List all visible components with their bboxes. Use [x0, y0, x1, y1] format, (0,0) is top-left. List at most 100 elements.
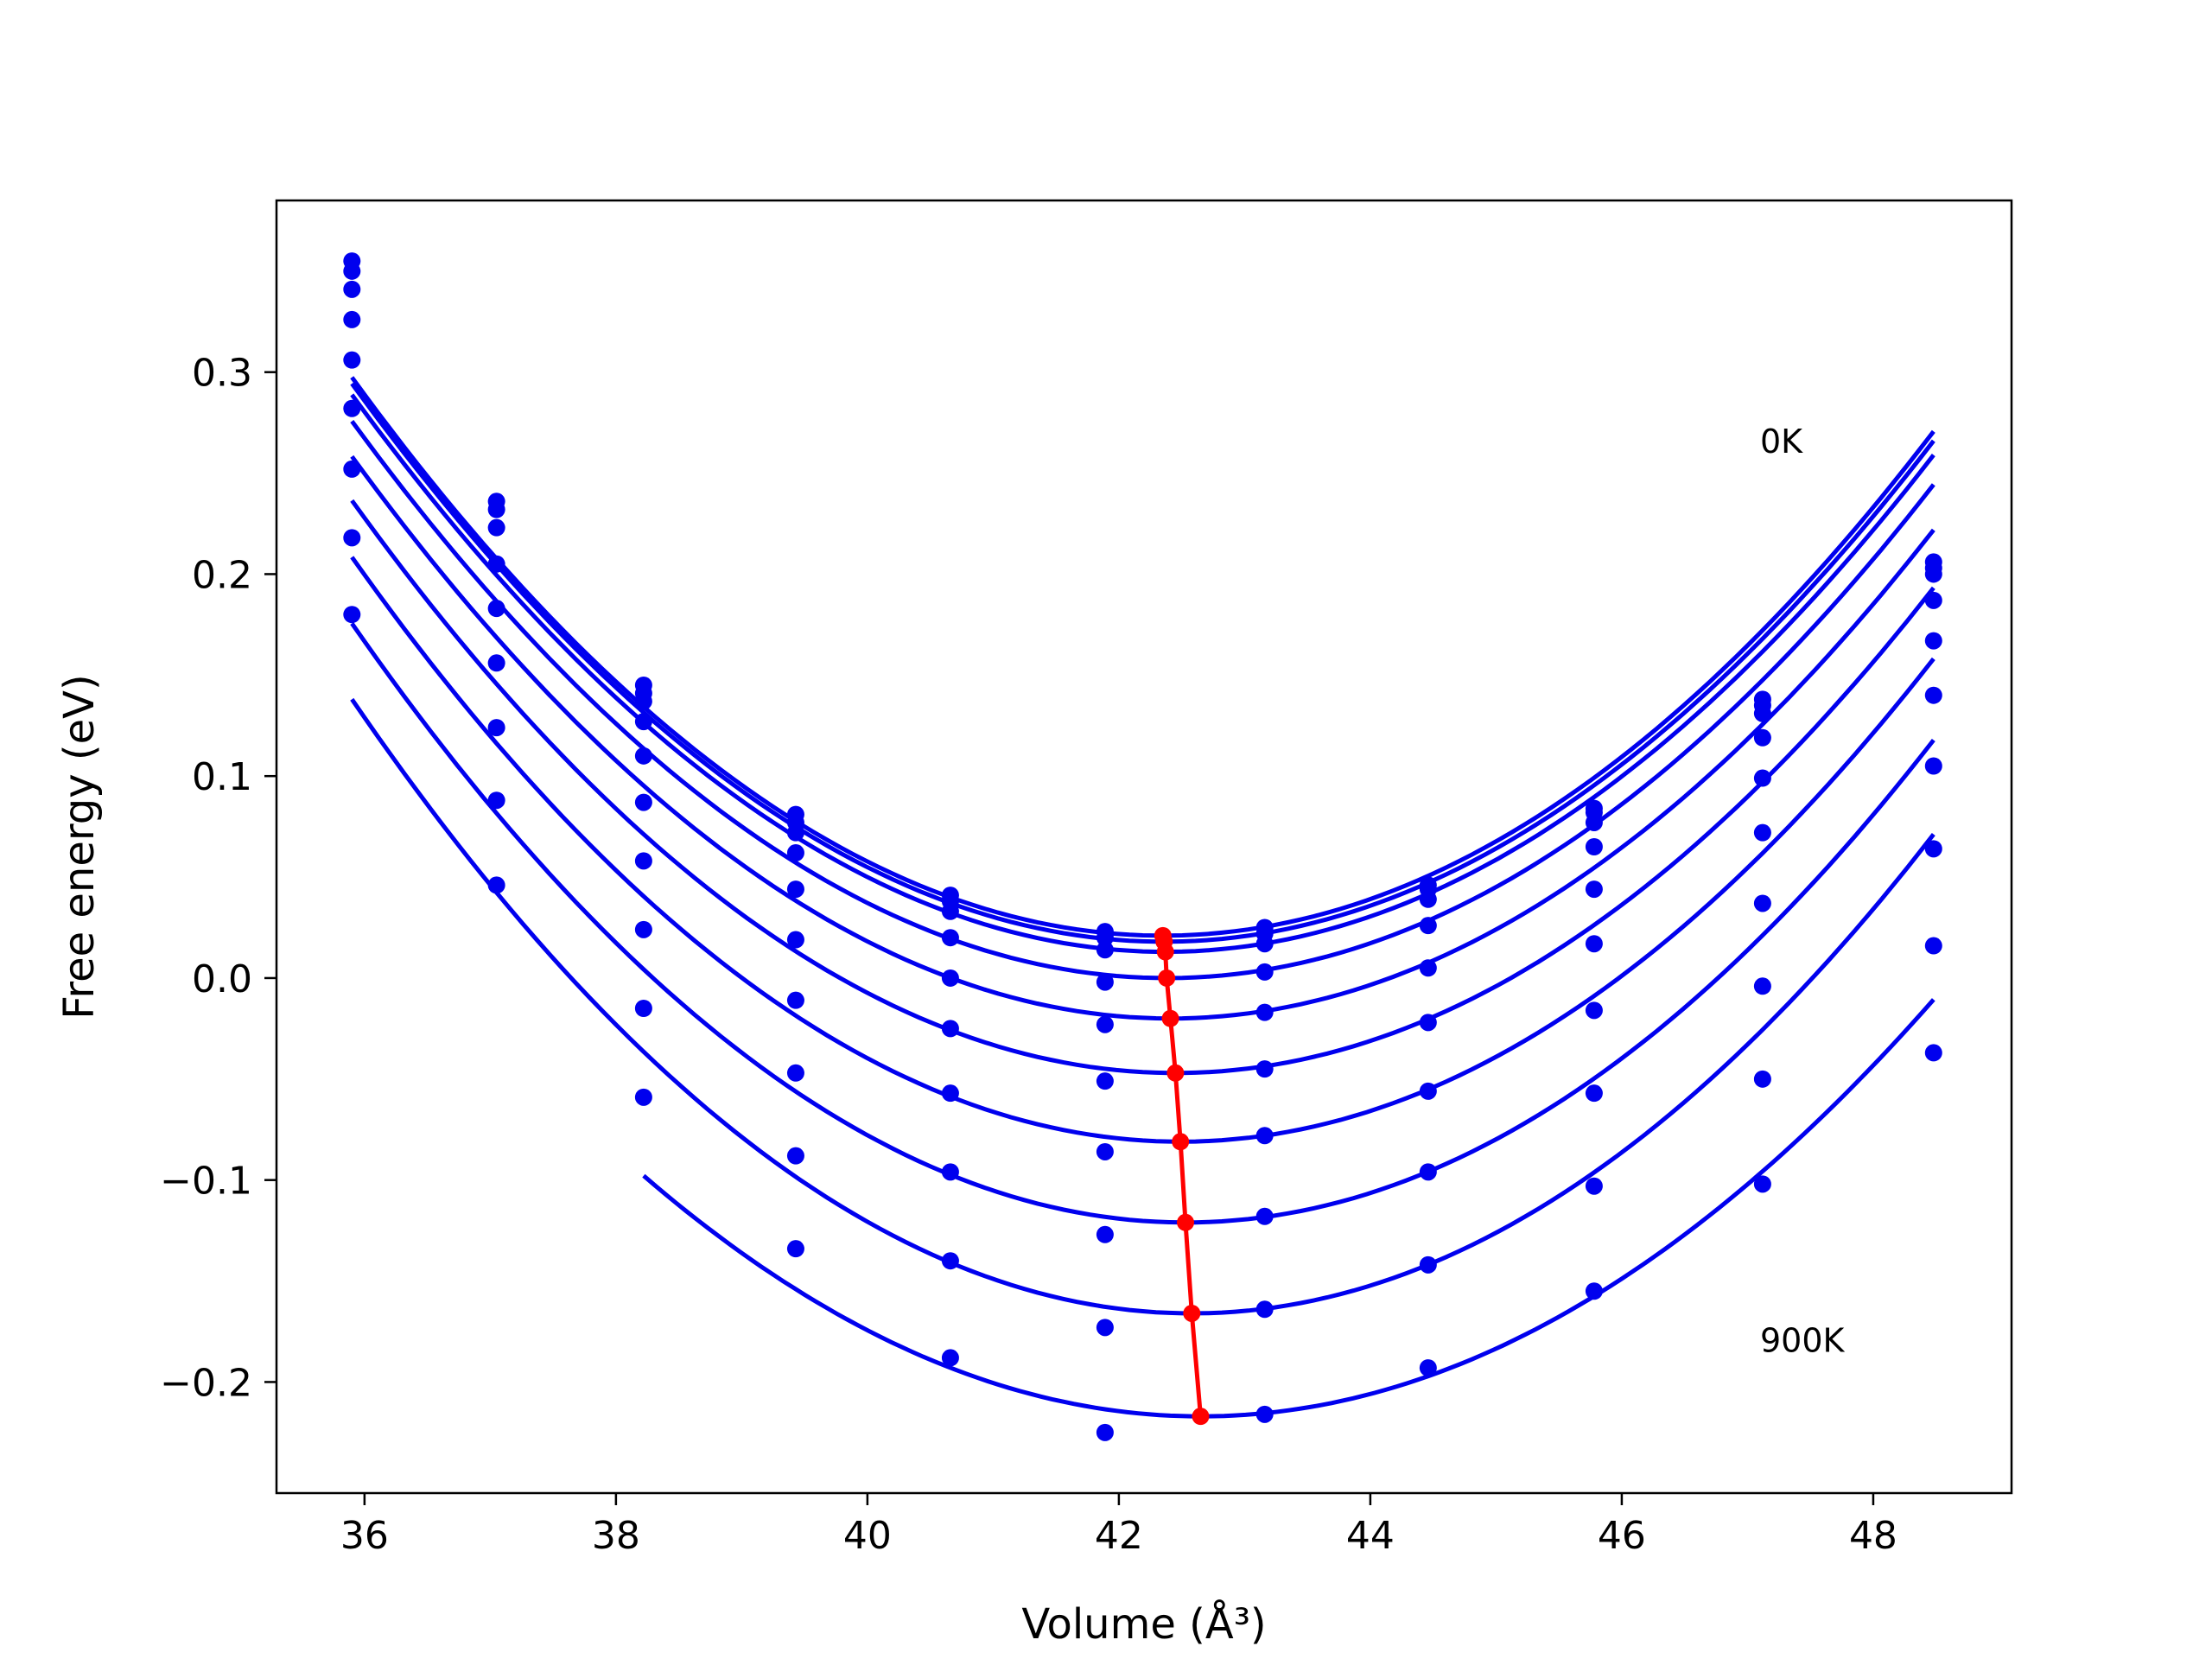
fit-curve-9 — [642, 998, 1936, 1419]
data-point-7-8 — [1585, 1084, 1603, 1103]
data-point-3-5 — [1096, 973, 1114, 991]
data-point-7-0 — [343, 529, 361, 547]
data-point-1-5 — [1096, 929, 1114, 947]
data-point-8-6 — [1255, 1300, 1274, 1319]
data-point-5-2 — [634, 793, 652, 811]
minimum-point-8 — [1183, 1304, 1201, 1322]
x-tick-label: 46 — [1598, 1514, 1646, 1558]
data-point-9-2 — [941, 1349, 959, 1367]
data-point-4-6 — [1255, 1003, 1274, 1021]
data-point-9-3 — [1096, 1423, 1114, 1441]
y-tick-label: 0.3 — [192, 352, 252, 396]
fit-curve-5 — [350, 499, 1936, 1076]
data-point-6-4 — [941, 1084, 959, 1103]
data-point-4-7 — [1419, 959, 1437, 977]
minimum-point-7 — [1177, 1213, 1195, 1231]
data-point-7-10 — [1924, 840, 1942, 858]
data-point-3-8 — [1585, 838, 1603, 855]
y-tick-label: −0.2 — [160, 1361, 252, 1405]
data-point-4-9 — [1753, 769, 1771, 787]
data-point-6-6 — [1255, 1127, 1274, 1145]
minimum-point-5 — [1166, 1064, 1185, 1082]
fit-curve-7 — [350, 622, 1936, 1225]
data-point-8-10 — [1924, 937, 1942, 955]
data-point-6-10 — [1924, 757, 1942, 775]
x-tick-label: 42 — [1095, 1514, 1143, 1558]
data-point-5-8 — [1585, 935, 1603, 953]
fit-curve-2 — [350, 393, 1936, 954]
fit-curve-3 — [350, 420, 1936, 981]
data-point-9-0 — [634, 1088, 652, 1106]
data-point-3-10 — [1924, 591, 1942, 609]
data-point-6-8 — [1585, 1001, 1603, 1020]
fit-curve-0 — [350, 376, 1936, 938]
data-point-2-1 — [487, 518, 505, 537]
data-point-2-0 — [343, 280, 361, 298]
data-point-2-4 — [941, 902, 959, 920]
y-tick-label: 0.1 — [192, 755, 252, 799]
data-point-3-3 — [786, 844, 804, 862]
data-point-2-7 — [1419, 890, 1437, 908]
data-point-2-8 — [1585, 813, 1603, 831]
data-point-3-7 — [1419, 917, 1437, 935]
data-point-5-10 — [1924, 686, 1942, 704]
data-point-6-2 — [634, 852, 652, 870]
data-point-2-3 — [786, 823, 804, 842]
fit-curve-1 — [350, 382, 1936, 944]
x-axis-label: Volume (Å³) — [1021, 1599, 1266, 1649]
minimum-point-6 — [1172, 1133, 1190, 1151]
data-point-8-9 — [1753, 1070, 1771, 1088]
data-point-7-4 — [941, 1163, 959, 1181]
data-point-8-8 — [1585, 1177, 1603, 1195]
minimum-point-3 — [1158, 969, 1176, 987]
plot-background — [276, 200, 2012, 1493]
data-point-3-6 — [1255, 963, 1274, 981]
data-point-4-10 — [1924, 632, 1942, 650]
data-point-5-1 — [487, 654, 505, 672]
data-point-8-5 — [1096, 1319, 1114, 1337]
data-point-5-7 — [1419, 1014, 1437, 1032]
data-point-8-0 — [343, 606, 361, 624]
data-point-2-9 — [1753, 704, 1771, 722]
minimum-point-9 — [1192, 1408, 1210, 1426]
data-point-4-4 — [941, 969, 959, 987]
plot-frame — [275, 199, 2013, 1495]
data-point-6-7 — [1419, 1082, 1437, 1100]
data-point-3-1 — [487, 555, 505, 573]
fit-curve-8 — [350, 697, 1936, 1316]
annotation-1: 900K — [1760, 1321, 1846, 1359]
data-point-9-7 — [1753, 1175, 1771, 1193]
minimum-point-2 — [1156, 943, 1174, 961]
data-point-7-7 — [1419, 1163, 1437, 1181]
data-points — [343, 252, 1942, 1441]
data-point-6-9 — [1753, 894, 1771, 912]
data-point-8-2 — [634, 1000, 652, 1017]
minimum-point-4 — [1161, 1009, 1179, 1027]
data-point-7-2 — [634, 920, 652, 938]
data-point-4-1 — [487, 600, 505, 618]
data-point-8-7 — [1419, 1255, 1437, 1274]
x-tick-label: 36 — [340, 1514, 389, 1558]
x-tick-label: 44 — [1346, 1514, 1395, 1558]
data-point-6-0 — [343, 460, 361, 478]
data-point-7-5 — [1096, 1225, 1114, 1243]
y-tick-label: 0.0 — [192, 957, 252, 1001]
data-point-5-4 — [941, 1020, 959, 1038]
x-tick-label: 38 — [592, 1514, 640, 1558]
x-axis-ticks: 36 38 40 42 44 46 48 — [340, 1493, 1897, 1558]
data-point-7-1 — [487, 791, 505, 810]
data-point-6-3 — [786, 991, 804, 1009]
data-point-5-6 — [1255, 1060, 1274, 1078]
data-point-3-4 — [941, 929, 959, 947]
data-point-3-2 — [634, 713, 652, 731]
data-point-6-5 — [1096, 1142, 1114, 1160]
data-point-8-4 — [941, 1252, 959, 1270]
data-point-5-5 — [1096, 1072, 1114, 1090]
y-tick-label: 0.2 — [192, 553, 252, 597]
data-point-5-9 — [1753, 823, 1771, 842]
x-tick-label: 48 — [1849, 1514, 1897, 1558]
y-axis-label: Free energy (eV) — [55, 674, 104, 1019]
data-point-3-0 — [343, 310, 361, 328]
data-point-4-5 — [1096, 1015, 1114, 1033]
